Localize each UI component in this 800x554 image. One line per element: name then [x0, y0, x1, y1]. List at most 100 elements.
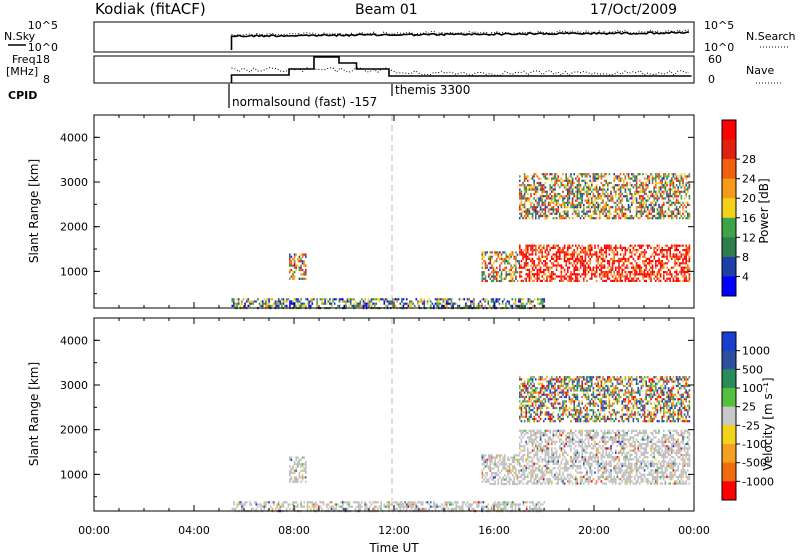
scatter-cell — [559, 469, 561, 472]
scatter-cell — [571, 264, 574, 267]
scatter-cell — [571, 438, 574, 441]
scatter-cell — [621, 260, 623, 263]
scatter-cell — [445, 501, 448, 504]
scatter-cell — [531, 462, 534, 465]
scatter-cell — [531, 464, 534, 468]
scatter-cell — [316, 507, 318, 510]
scatter-cell — [584, 253, 587, 256]
scatter-cell — [252, 302, 254, 305]
scatter-cell — [595, 186, 598, 189]
scatter-cell — [437, 300, 440, 303]
scatter-cell — [258, 304, 261, 307]
scatter-cell — [250, 302, 253, 305]
scatter-cell — [573, 438, 575, 441]
scatter-cell — [632, 458, 635, 461]
scatter-cell — [369, 302, 371, 305]
scatter-cell — [546, 449, 548, 452]
scatter-cell — [491, 471, 493, 475]
scatter-cell — [600, 462, 603, 465]
scatter-cell — [543, 478, 545, 481]
scatter-cell — [539, 208, 542, 211]
scatter-cell — [631, 467, 633, 470]
scatter-cell — [483, 273, 485, 276]
scatter-cell — [595, 456, 598, 459]
scatter-cell — [547, 478, 550, 481]
scatter-cell — [632, 445, 635, 448]
scatter-cell — [615, 175, 617, 178]
scatter-cell — [608, 431, 611, 435]
scatter-cell — [615, 471, 617, 474]
scatter-cell — [497, 255, 500, 258]
scatter-cell — [602, 449, 604, 452]
scatter-cell — [364, 503, 366, 506]
scatter-cell — [494, 456, 496, 459]
scatter-cell — [603, 206, 606, 209]
scatter-cell — [289, 304, 291, 307]
scatter-cell — [632, 186, 635, 189]
scatter-cell — [643, 210, 646, 213]
scatter-cell — [541, 203, 543, 207]
scatter-cell — [651, 181, 654, 185]
scatter-cell — [640, 246, 643, 249]
scatter-cell — [576, 456, 579, 459]
scatter-cell — [519, 179, 521, 182]
scatter-cell — [538, 203, 540, 207]
scatter-cell — [610, 480, 612, 483]
scatter-cell — [397, 298, 400, 301]
scatter-cell — [602, 467, 604, 470]
scatter-cell — [573, 268, 575, 271]
scatter-cell — [597, 456, 599, 459]
scatter-cell — [631, 464, 633, 468]
scatter-cell — [581, 456, 583, 459]
scatter-cell — [562, 471, 564, 474]
scatter-cell — [599, 475, 601, 479]
scatter-cell — [619, 192, 622, 196]
scatter-cell — [576, 192, 579, 196]
scatter-cell — [293, 507, 296, 510]
scatter-cell — [535, 438, 537, 441]
scatter-cell — [581, 255, 583, 258]
scatter-cell — [571, 201, 574, 204]
scatter-cell — [514, 304, 517, 307]
scatter-cell — [417, 505, 419, 508]
scatter-cell — [576, 275, 579, 278]
scatter-cell — [487, 478, 490, 481]
scatter-cell — [629, 480, 631, 483]
scatter-cell — [640, 190, 643, 193]
scatter-cell — [570, 447, 572, 450]
scatter-cell — [656, 249, 659, 252]
scatter-cell — [290, 467, 293, 470]
scatter-cell — [539, 471, 542, 474]
scatter-cell — [656, 275, 659, 278]
scatter-cell — [544, 469, 547, 472]
scatter-cell — [418, 300, 421, 303]
y-tick-label: 1000 — [60, 265, 88, 278]
scatter-cell — [506, 501, 509, 504]
scatter-cell — [544, 445, 547, 448]
scatter-cell — [586, 462, 588, 465]
scatter-cell — [536, 249, 539, 252]
scatter-cell — [581, 214, 583, 218]
scatter-cell — [281, 304, 283, 307]
scatter-cell — [441, 304, 443, 307]
scatter-cell — [664, 190, 667, 193]
scatter-cell — [687, 268, 689, 271]
scatter-cell — [298, 463, 301, 466]
scatter-cell — [303, 302, 306, 305]
scatter-cell — [290, 458, 293, 461]
cpid-segment-2: themis 3300 — [395, 83, 470, 97]
scatter-cell — [637, 201, 639, 204]
scatter-cell — [402, 507, 405, 510]
scatter-cell — [629, 471, 631, 474]
scatter-cell — [632, 429, 635, 432]
scatter-cell — [434, 298, 437, 301]
scatter-cell — [497, 503, 499, 506]
scatter-cell — [629, 438, 631, 441]
scatter-cell — [592, 429, 595, 432]
scatter-cell — [525, 431, 527, 435]
scatter-cell — [539, 431, 542, 435]
scatter-cell — [618, 271, 620, 274]
scatter-cell — [619, 173, 622, 176]
scatter-cell — [600, 277, 603, 280]
scatter-cell — [618, 217, 620, 220]
